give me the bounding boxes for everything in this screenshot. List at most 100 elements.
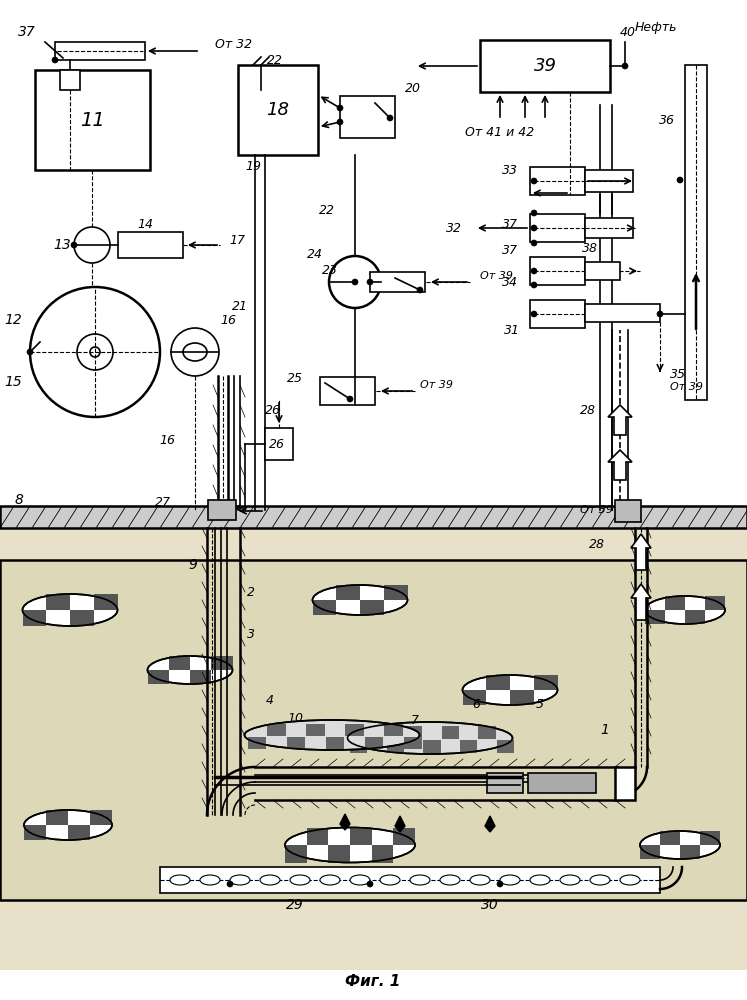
Bar xyxy=(336,585,360,600)
Bar xyxy=(35,70,150,170)
Text: 37: 37 xyxy=(502,218,518,231)
Text: 35: 35 xyxy=(670,367,686,380)
Bar xyxy=(147,670,169,684)
Text: 16: 16 xyxy=(220,314,236,326)
Bar xyxy=(424,740,441,753)
Bar xyxy=(350,828,372,845)
Bar xyxy=(478,726,496,739)
Bar xyxy=(0,506,747,528)
Ellipse shape xyxy=(312,585,408,615)
Bar xyxy=(372,845,394,862)
Bar xyxy=(208,500,236,520)
Ellipse shape xyxy=(440,875,460,885)
Text: Фиг. 1: Фиг. 1 xyxy=(345,974,400,990)
Bar xyxy=(320,377,375,405)
Bar xyxy=(238,65,318,155)
Ellipse shape xyxy=(645,596,725,624)
Ellipse shape xyxy=(590,875,610,885)
Bar xyxy=(480,40,610,92)
Bar xyxy=(585,170,633,192)
Circle shape xyxy=(387,115,393,121)
Polygon shape xyxy=(608,405,632,435)
Bar xyxy=(90,810,112,825)
Ellipse shape xyxy=(200,875,220,885)
Bar xyxy=(368,726,385,739)
Text: 34: 34 xyxy=(502,275,518,288)
Text: 19: 19 xyxy=(245,160,261,174)
Text: 27: 27 xyxy=(155,495,171,508)
Bar xyxy=(700,831,720,845)
Ellipse shape xyxy=(530,875,550,885)
Text: 15: 15 xyxy=(4,375,22,389)
Text: 39: 39 xyxy=(533,57,557,75)
Bar xyxy=(460,740,477,753)
Polygon shape xyxy=(340,814,350,830)
Circle shape xyxy=(227,881,233,887)
Text: 32: 32 xyxy=(446,222,462,234)
Bar xyxy=(211,656,232,670)
Bar xyxy=(665,596,685,610)
Bar xyxy=(387,740,404,753)
Bar xyxy=(487,773,523,793)
Text: 33: 33 xyxy=(502,163,518,176)
Bar xyxy=(530,300,585,328)
Circle shape xyxy=(52,57,58,63)
Text: От 32: От 32 xyxy=(215,38,252,51)
Bar xyxy=(384,585,408,600)
Bar xyxy=(118,232,183,258)
Bar xyxy=(685,610,705,624)
Bar xyxy=(403,737,422,749)
Circle shape xyxy=(531,282,537,288)
Ellipse shape xyxy=(22,594,117,626)
Bar xyxy=(312,600,336,615)
Text: От 41 и 42: От 41 и 42 xyxy=(465,125,534,138)
Ellipse shape xyxy=(24,810,112,840)
Bar xyxy=(267,724,286,736)
Bar xyxy=(441,726,459,739)
Circle shape xyxy=(531,178,537,184)
Bar xyxy=(486,675,510,690)
Text: 4: 4 xyxy=(266,694,274,706)
Ellipse shape xyxy=(290,875,310,885)
Circle shape xyxy=(171,328,219,376)
Ellipse shape xyxy=(462,675,557,705)
Ellipse shape xyxy=(620,875,640,885)
Ellipse shape xyxy=(350,875,370,885)
Text: 2: 2 xyxy=(247,585,255,598)
Ellipse shape xyxy=(260,875,280,885)
Bar xyxy=(384,724,403,736)
Ellipse shape xyxy=(500,875,520,885)
Text: 37: 37 xyxy=(18,25,36,39)
Text: 28: 28 xyxy=(589,538,605,552)
Bar xyxy=(248,737,267,749)
Bar xyxy=(370,272,425,292)
Bar xyxy=(0,528,747,970)
Bar xyxy=(160,867,660,893)
Circle shape xyxy=(531,240,537,246)
Bar xyxy=(329,845,350,862)
Circle shape xyxy=(531,268,537,274)
Circle shape xyxy=(677,177,683,183)
Text: 26: 26 xyxy=(265,403,281,416)
Ellipse shape xyxy=(230,875,250,885)
Bar xyxy=(350,740,368,753)
Bar xyxy=(615,500,641,522)
Text: 6: 6 xyxy=(472,698,480,712)
Bar xyxy=(70,610,94,626)
Ellipse shape xyxy=(347,722,512,754)
Text: 16: 16 xyxy=(159,434,175,446)
Bar xyxy=(530,167,585,195)
Bar xyxy=(94,594,117,610)
Text: От 39: От 39 xyxy=(480,271,513,281)
Text: 37: 37 xyxy=(502,243,518,256)
Polygon shape xyxy=(608,450,632,480)
Bar xyxy=(287,737,306,749)
Text: 22: 22 xyxy=(267,53,283,66)
Bar xyxy=(46,594,70,610)
Ellipse shape xyxy=(470,875,490,885)
Text: 22: 22 xyxy=(319,204,335,217)
Circle shape xyxy=(531,210,537,216)
Bar xyxy=(326,737,344,749)
Text: 10: 10 xyxy=(287,712,303,724)
Circle shape xyxy=(367,881,373,887)
